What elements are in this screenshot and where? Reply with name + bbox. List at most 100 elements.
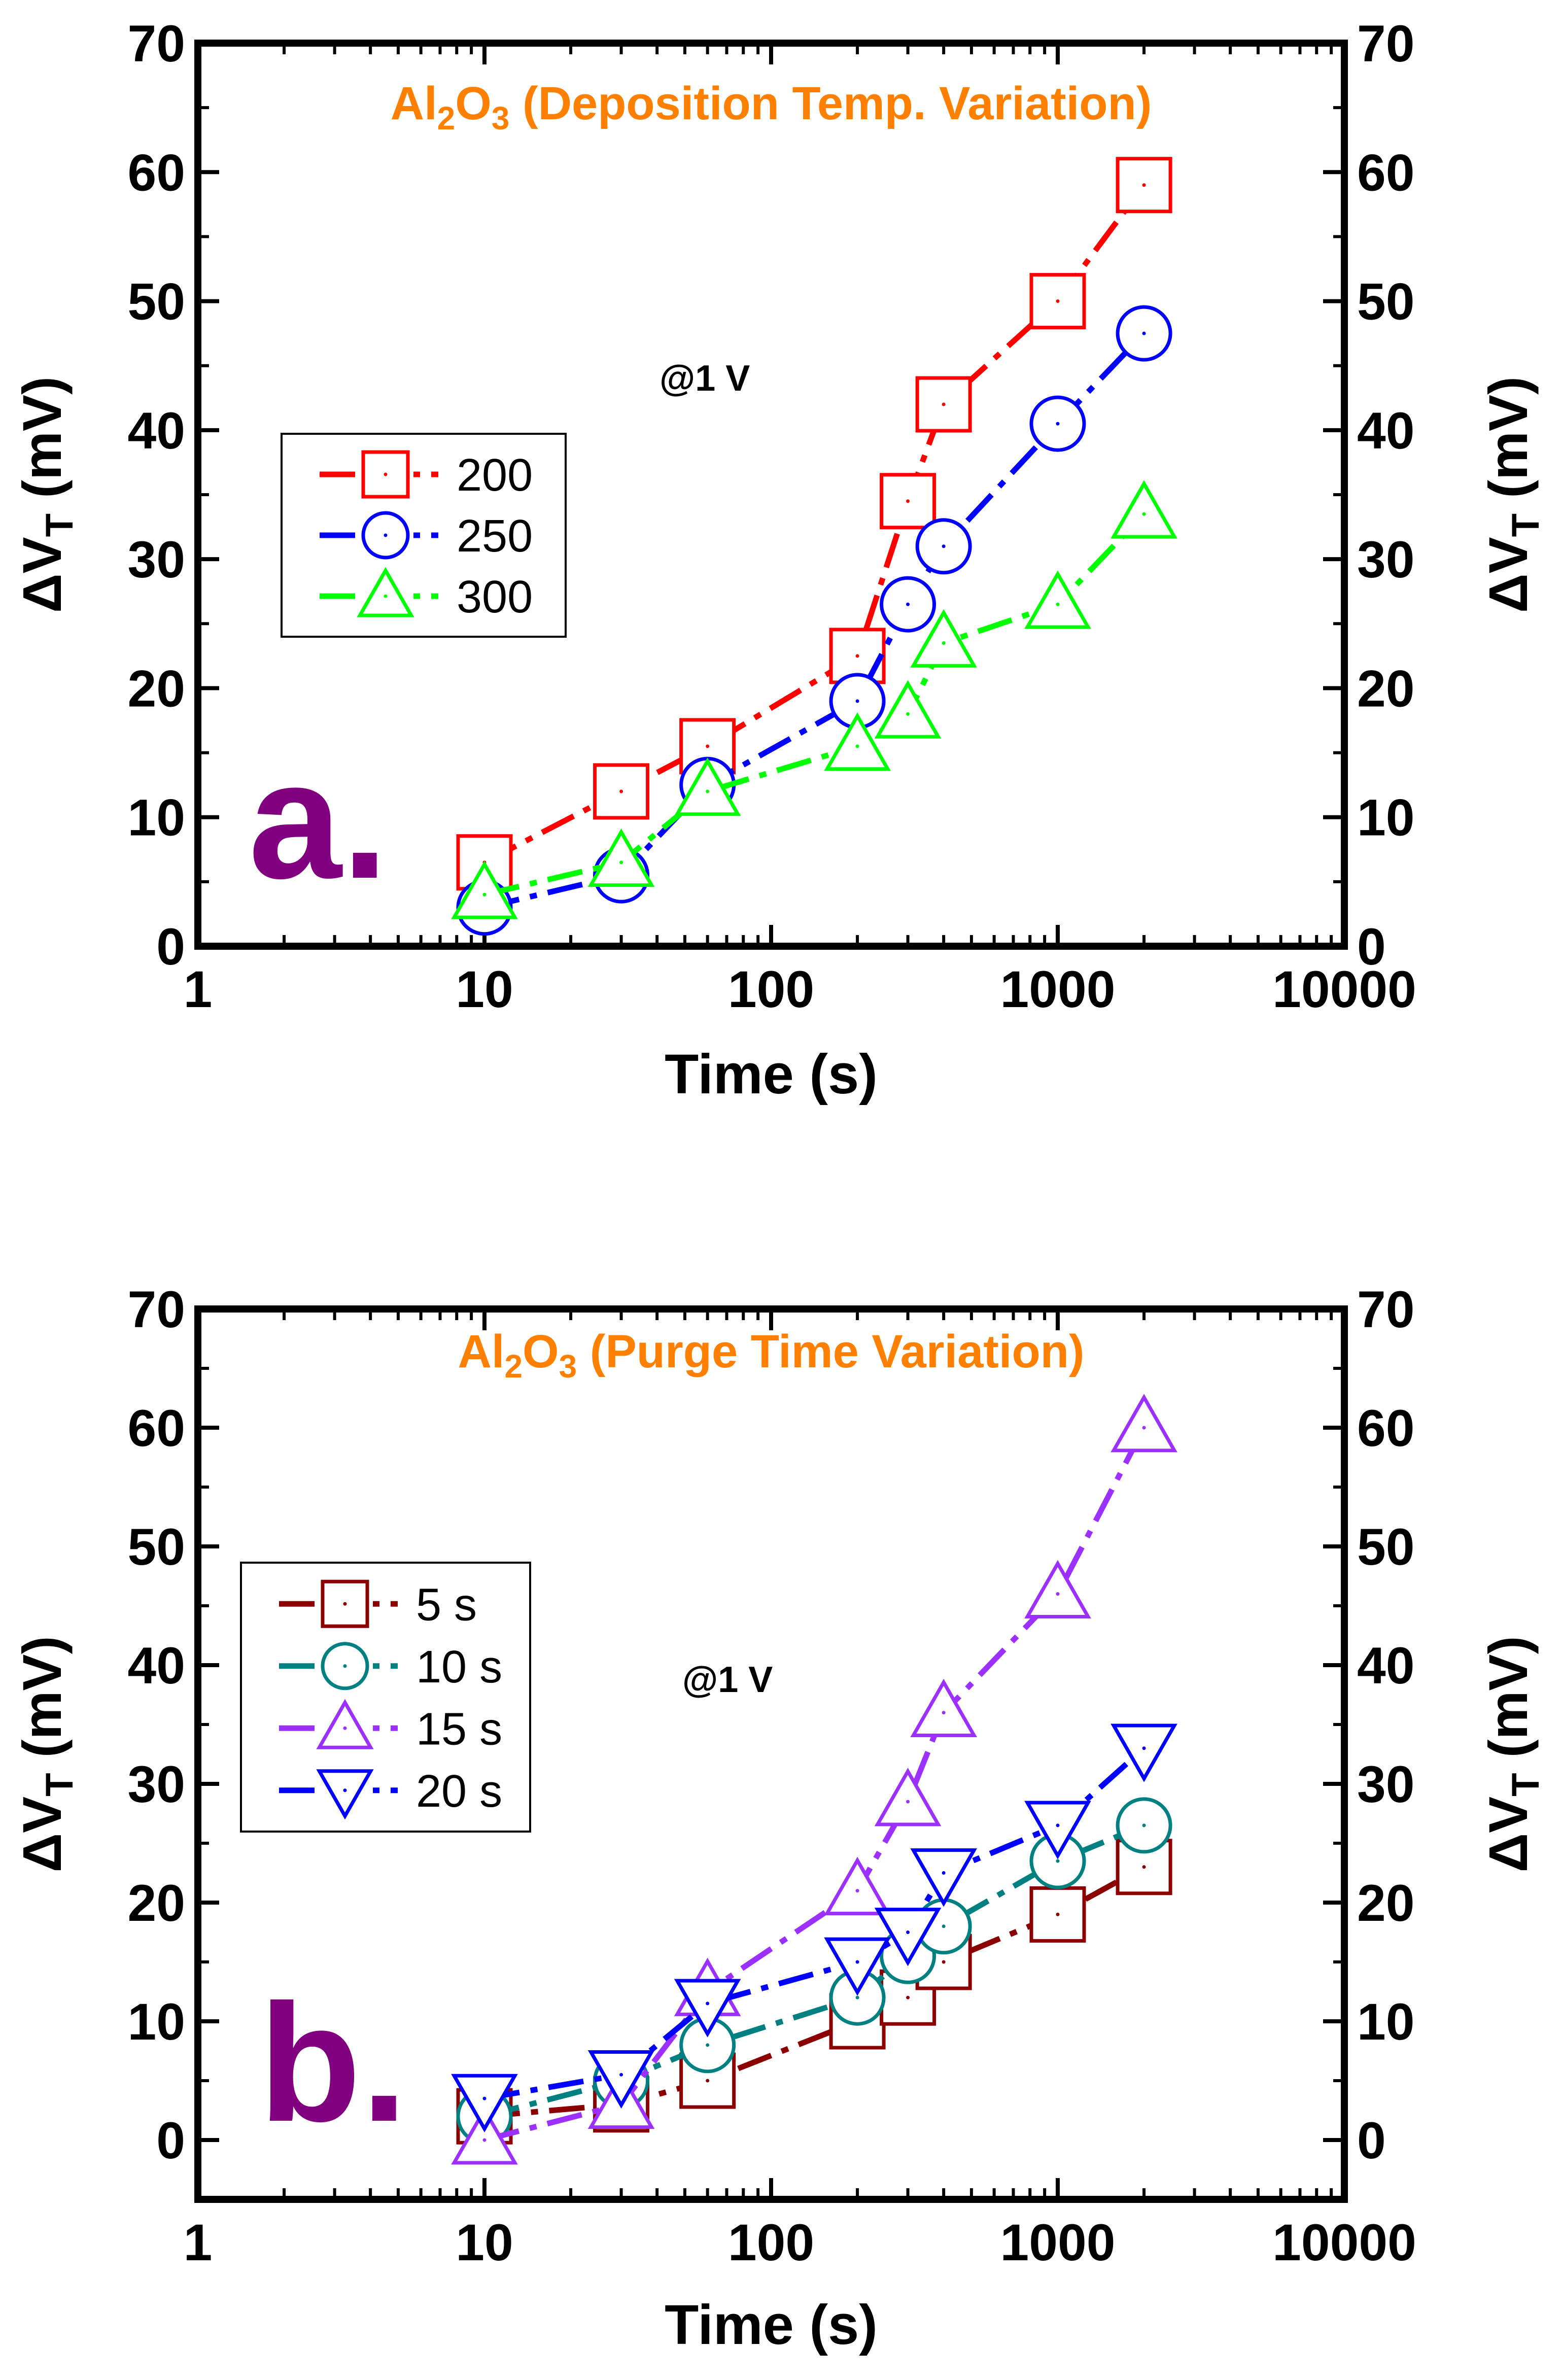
y-tick-label-right: 60 (1357, 144, 1414, 201)
title-text: Al (391, 78, 437, 129)
legend-marker-center-dot (384, 533, 388, 537)
y-axis-label-right: ΔVT (mV) (1477, 376, 1547, 613)
y-axis-label-left: ΔVT (mV) (11, 376, 81, 613)
title-subscript: 2 (504, 1348, 523, 1385)
legend-marker (316, 1699, 374, 1749)
legend-box (240, 1562, 531, 1833)
data-point (674, 757, 741, 816)
legend: 200 250 300 (281, 433, 567, 638)
x-tick-label: 100 (728, 2214, 814, 2271)
y-tick-label-left: 50 (128, 1518, 185, 1576)
legend-item: 20 s (279, 1766, 502, 1820)
legend-item: 5 s (279, 1579, 477, 1630)
legend-item: 200 (320, 450, 533, 501)
data-point (824, 1856, 891, 1915)
data-point-center-dot (706, 2002, 710, 2006)
data-point (1110, 1723, 1177, 1782)
legend-marker-center-dot (343, 1602, 347, 1606)
ylabel-subscript: T (1504, 513, 1547, 537)
y-tick-label-right: 50 (1357, 1518, 1414, 1576)
legend-marker-center-dot (343, 1726, 347, 1730)
x-tick-label: 1000 (1000, 960, 1116, 1018)
data-point (874, 1768, 942, 1826)
series-line (483, 183, 1147, 865)
data-point-center-dot (619, 2073, 623, 2077)
y-tick-label-right: 40 (1357, 1637, 1414, 1695)
data-point (587, 828, 655, 887)
data-point-center-dot (1142, 1426, 1146, 1430)
y-tick-label-left: 10 (128, 1993, 185, 2051)
ylabel-text: ΔV (1477, 537, 1539, 613)
y-tick-label-right: 0 (1357, 918, 1386, 976)
legend-label: 300 (457, 572, 533, 623)
x-axis-label: Time (s) (665, 2294, 878, 2356)
y-tick-label-left: 70 (128, 1281, 185, 1338)
legend-label: 5 s (416, 1579, 477, 1630)
data-point-center-dot (1056, 1859, 1060, 1863)
ylabel-text: (mV) (1477, 1636, 1539, 1773)
data-point-center-dot (482, 2096, 487, 2100)
legend: 5 s 10 s 15 s 20 s (240, 1562, 531, 1833)
x-tick-label: 10000 (1272, 2214, 1416, 2271)
data-point-center-dot (942, 641, 946, 645)
legend-marker-center-dot (384, 472, 388, 476)
series-10-s (456, 1797, 1172, 2145)
y-tick-label-left: 0 (156, 2112, 185, 2169)
data-point-center-dot (942, 1960, 946, 1964)
title-text: O (455, 78, 492, 129)
data-point-center-dot (855, 654, 859, 658)
data-point-center-dot (1056, 602, 1060, 606)
data-point-center-dot (906, 1800, 910, 1804)
data-point (674, 1979, 741, 2038)
y-tick-label-left: 40 (128, 1637, 185, 1695)
data-point-center-dot (855, 1995, 859, 1999)
y-tick-label-right: 20 (1357, 1874, 1414, 1932)
data-point-center-dot (1056, 1823, 1060, 1827)
data-point-center-dot (482, 892, 487, 896)
data-point-center-dot (1142, 512, 1146, 516)
data-point-center-dot (906, 712, 910, 716)
data-point-center-dot (855, 1889, 859, 1893)
y-axis-label-right: ΔVT (mV) (1477, 1636, 1547, 1872)
y-tick-label-right: 30 (1357, 1755, 1414, 1813)
y-tick-label-left: 20 (128, 660, 185, 717)
data-point (910, 609, 977, 668)
data-point (1110, 1394, 1177, 1453)
ylabel-text: (mV) (11, 376, 73, 513)
plot-frame (194, 40, 1348, 950)
x-tick-label: 10 (456, 2214, 513, 2271)
legend-marker-center-dot (384, 594, 388, 598)
data-point (451, 2074, 518, 2132)
data-point-center-dot (1056, 422, 1060, 426)
y-tick-label-right: 20 (1357, 660, 1414, 717)
y-tick-label-right: 30 (1357, 531, 1414, 589)
data-point-center-dot (706, 2079, 710, 2083)
data-point-center-dot (942, 1711, 946, 1715)
data-point-center-dot (706, 2043, 710, 2047)
y-tick-label-right: 10 (1357, 789, 1414, 847)
title-subscript: 2 (437, 100, 456, 136)
data-point (587, 2050, 655, 2109)
title-subscript: 3 (492, 100, 510, 136)
legend-label: 200 (457, 450, 533, 501)
data-point-center-dot (942, 402, 946, 406)
y-tick-label-right: 10 (1357, 1993, 1414, 2051)
data-point (824, 1937, 891, 1996)
data-point (910, 1848, 977, 1907)
data-point-center-dot (855, 1960, 859, 1964)
data-point (1024, 570, 1091, 629)
data-point-center-dot (906, 1930, 910, 1934)
ylabel-subscript: T (38, 513, 81, 537)
y-tick-label-left: 60 (128, 144, 185, 201)
legend-marker (357, 567, 414, 617)
data-point-center-dot (906, 499, 910, 503)
data-point-center-dot (1142, 331, 1146, 335)
data-point (1024, 1801, 1091, 1859)
voltage-annotation: @1 V (659, 358, 750, 399)
x-tick-label: 10 (456, 960, 513, 1018)
legend-marker (316, 1769, 374, 1820)
ylabel-text: (mV) (11, 1636, 73, 1773)
y-tick-label-left: 40 (128, 402, 185, 460)
y-tick-label-right: 70 (1357, 15, 1414, 73)
data-point (910, 1678, 977, 1737)
